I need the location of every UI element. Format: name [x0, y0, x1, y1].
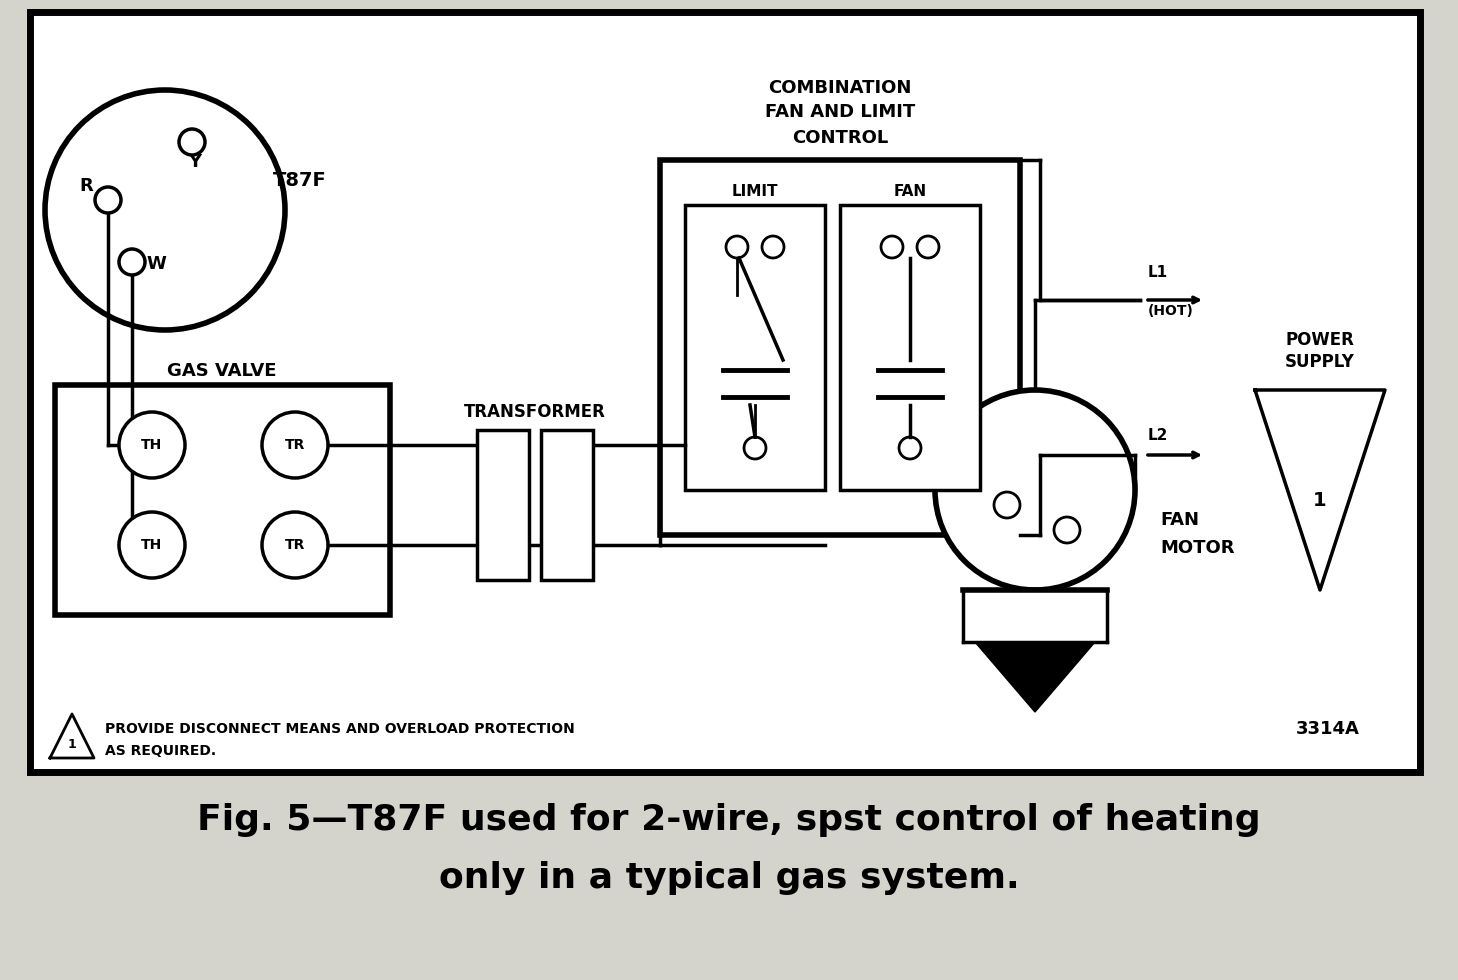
Bar: [685, 205, 825, 490]
Text: (HOT): (HOT): [1147, 304, 1194, 318]
Circle shape: [763, 236, 784, 258]
Text: SUPPLY: SUPPLY: [1284, 353, 1354, 371]
Circle shape: [120, 249, 144, 275]
Bar: [477, 430, 529, 580]
Text: R: R: [79, 177, 93, 195]
Bar: [31, 12, 1420, 772]
Text: POWER: POWER: [1286, 331, 1354, 349]
Text: FAN AND LIMIT: FAN AND LIMIT: [765, 103, 916, 121]
Text: TH: TH: [141, 538, 163, 552]
Text: W: W: [146, 255, 166, 273]
Bar: [55, 385, 389, 615]
Circle shape: [179, 129, 206, 155]
Text: only in a typical gas system.: only in a typical gas system.: [439, 861, 1019, 895]
Circle shape: [935, 390, 1134, 590]
Text: GAS VALVE: GAS VALVE: [168, 362, 277, 380]
Text: MOTOR: MOTOR: [1161, 539, 1235, 557]
Text: TR: TR: [284, 438, 305, 452]
Text: FAN: FAN: [894, 183, 927, 199]
Text: TH: TH: [141, 438, 163, 452]
Text: PROVIDE DISCONNECT MEANS AND OVERLOAD PROTECTION: PROVIDE DISCONNECT MEANS AND OVERLOAD PR…: [105, 722, 574, 736]
Bar: [541, 430, 593, 580]
Text: 3314A: 3314A: [1296, 720, 1360, 738]
Circle shape: [726, 236, 748, 258]
Circle shape: [120, 412, 185, 478]
Text: L2: L2: [1147, 428, 1168, 443]
Circle shape: [262, 412, 328, 478]
Text: TR: TR: [284, 538, 305, 552]
Circle shape: [1054, 517, 1080, 543]
Text: Y: Y: [188, 153, 201, 171]
Text: Fig. 5—T87F used for 2-wire, spst control of heating: Fig. 5—T87F used for 2-wire, spst contro…: [197, 803, 1261, 837]
Text: L1: L1: [1147, 265, 1168, 280]
Circle shape: [120, 512, 185, 578]
Circle shape: [917, 236, 939, 258]
Text: COMBINATION: COMBINATION: [768, 79, 911, 97]
Circle shape: [994, 492, 1021, 518]
Text: LIMIT: LIMIT: [732, 183, 779, 199]
Circle shape: [900, 437, 921, 459]
Polygon shape: [962, 590, 1107, 642]
Circle shape: [262, 512, 328, 578]
Circle shape: [95, 187, 121, 213]
Text: 1: 1: [1314, 491, 1327, 510]
Circle shape: [744, 437, 765, 459]
Circle shape: [881, 236, 903, 258]
Text: TRANSFORMER: TRANSFORMER: [464, 403, 607, 421]
Text: FAN: FAN: [1161, 511, 1198, 529]
Text: CONTROL: CONTROL: [792, 129, 888, 147]
Circle shape: [45, 90, 284, 330]
Bar: [660, 160, 1021, 535]
Text: T87F: T87F: [273, 171, 327, 189]
Text: 1: 1: [67, 738, 76, 751]
Bar: [840, 205, 980, 490]
Polygon shape: [975, 642, 1095, 712]
Text: AS REQUIRED.: AS REQUIRED.: [105, 744, 216, 758]
